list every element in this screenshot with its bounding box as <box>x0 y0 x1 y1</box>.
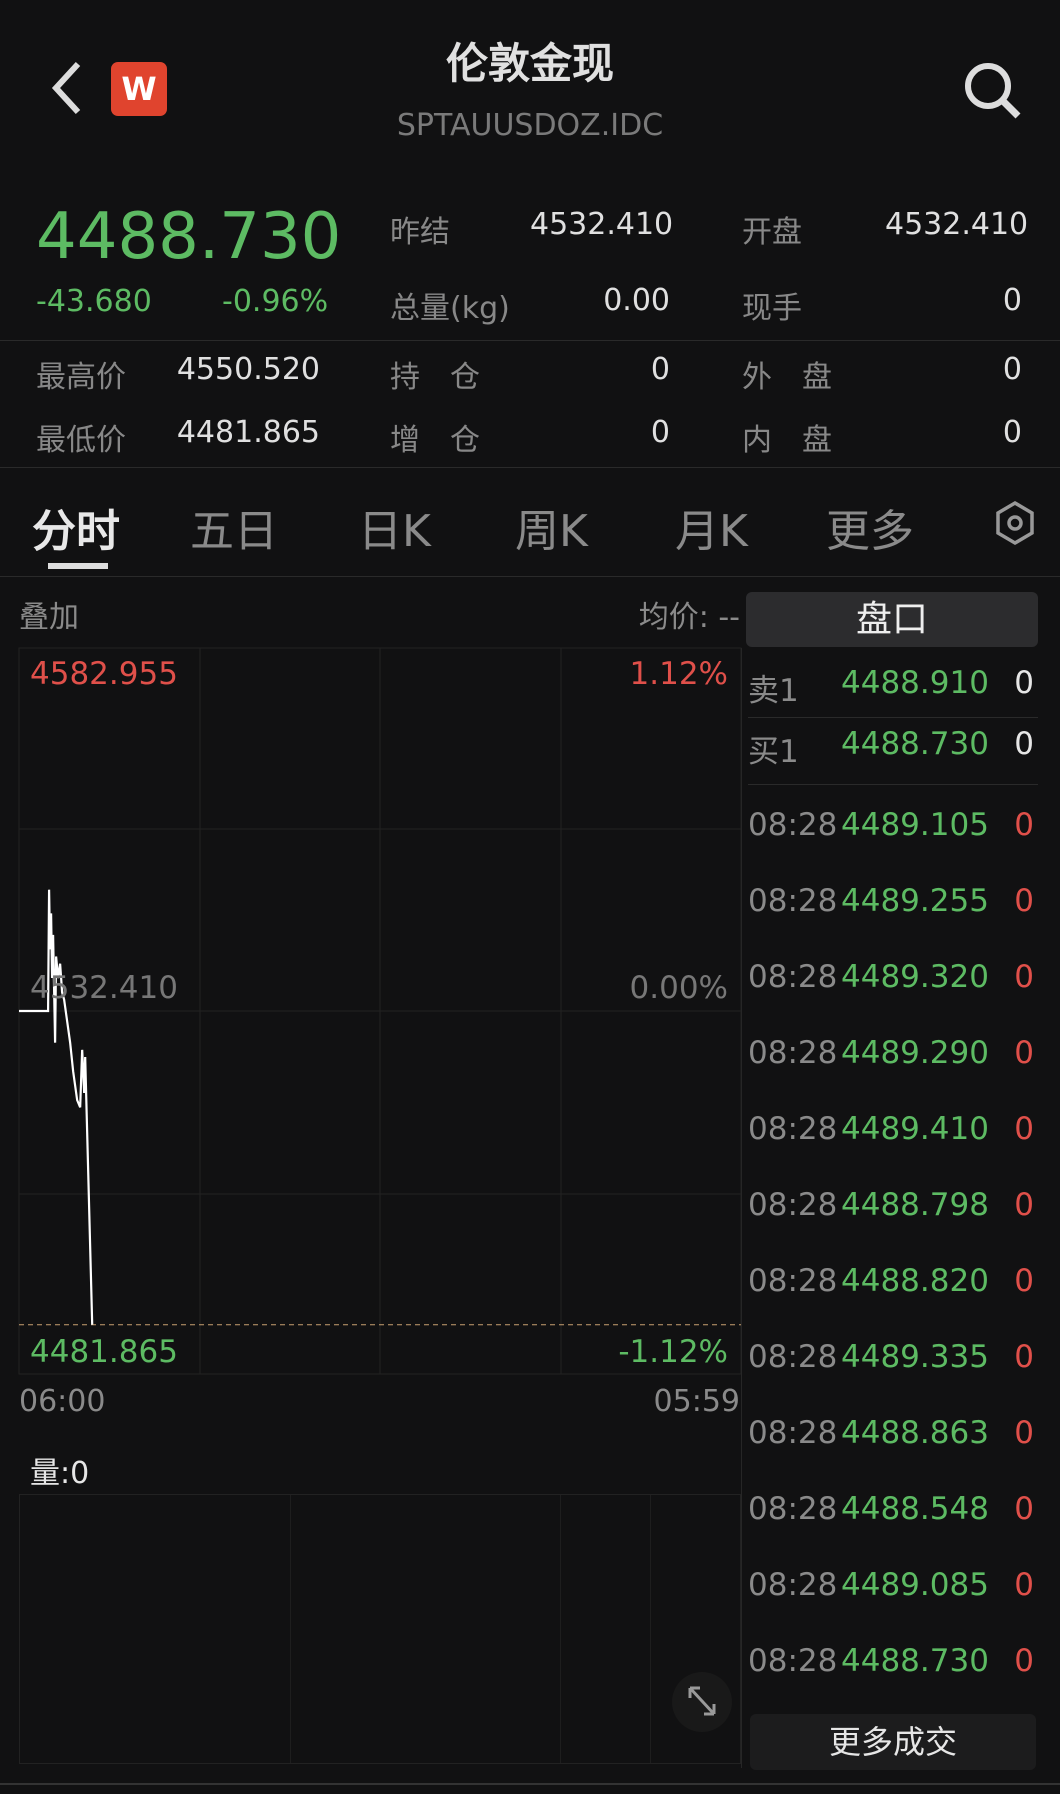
tab-0[interactable]: 分时 <box>32 506 120 557</box>
active-tab-indicator <box>48 563 108 569</box>
last-price: 4488.730 <box>36 200 342 274</box>
symbol-code: SPTAUUSDOZ.IDC <box>396 108 664 143</box>
divider <box>0 467 1060 468</box>
divider <box>0 576 1060 577</box>
volume-chart <box>19 1494 741 1764</box>
stat-label: 内 盘 <box>742 423 832 458</box>
stat-value: 0 <box>1002 415 1022 450</box>
trade-row: 08:28 4488.548 0 <box>748 1491 1034 1527</box>
intraday-chart: 4582.955 1.12% 4532.410 0.00% 4481.865 -1.12% <box>18 647 742 1375</box>
x-tick-end: 05:59 <box>653 1384 740 1419</box>
trade-row: 08:28 4489.335 0 <box>748 1339 1034 1375</box>
stat-label: 外 盘 <box>742 360 832 395</box>
price-change-pct: -0.96% <box>222 284 329 319</box>
trade-row: 08:28 4489.085 0 <box>748 1567 1034 1603</box>
pct-tick-label: 1.12% <box>630 656 728 692</box>
stat-value: 4550.520 <box>176 352 320 387</box>
orderbook-tab[interactable]: 盘口 <box>746 592 1038 647</box>
stat-label: 昨结 <box>390 215 450 250</box>
volume-label: 量:0 <box>30 1456 90 1491</box>
trade-row: 08:28 4489.410 0 <box>748 1111 1034 1147</box>
trade-row: 08:28 4489.105 0 <box>748 807 1034 843</box>
stat-value: 4532.410 <box>530 207 674 242</box>
tab-1[interactable]: 五日 <box>190 506 278 557</box>
price-line <box>19 889 94 1325</box>
pct-tick-label: -1.12% <box>618 1334 728 1370</box>
y-tick-label: 4481.865 <box>30 1334 178 1370</box>
tab-2[interactable]: 日K <box>358 506 431 557</box>
stat-value: 4532.410 <box>885 207 1029 242</box>
settings-icon[interactable] <box>995 500 1035 546</box>
stat-label: 增 仓 <box>390 423 480 458</box>
stat-label: 最高价 <box>36 360 126 395</box>
stat-label: 开盘 <box>742 215 802 250</box>
trade-row: 08:28 4489.320 0 <box>748 959 1034 995</box>
avg-price-label: 均价: -- <box>638 600 740 635</box>
orderbook-row: 买1 4488.730 0 <box>748 726 1034 770</box>
overlay-button[interactable]: 叠加 <box>19 600 79 635</box>
tab-3[interactable]: 周K <box>515 506 588 557</box>
tab-4[interactable]: 月K <box>675 506 748 557</box>
expand-icon <box>688 1686 716 1716</box>
stat-label: 总量(kg) <box>390 291 510 326</box>
orderbook-row: 卖1 4488.910 0 <box>748 665 1034 709</box>
divider <box>0 340 1060 341</box>
stat-value: 0.00 <box>603 283 670 318</box>
x-tick-start: 06:00 <box>19 1384 106 1419</box>
stat-value: 0 <box>650 352 670 387</box>
y-tick-label: 4582.955 <box>30 656 178 692</box>
more-trades-button[interactable]: 更多成交 <box>750 1714 1036 1770</box>
stat-value: 4481.865 <box>176 415 320 450</box>
stat-value: 0 <box>1002 352 1022 387</box>
pct-tick-label: 0.00% <box>630 970 728 1006</box>
y-tick-label: 4532.410 <box>30 970 178 1006</box>
trade-row: 08:28 4489.290 0 <box>748 1035 1034 1071</box>
trade-row: 08:28 4488.798 0 <box>748 1187 1034 1223</box>
expand-button[interactable] <box>672 1672 732 1732</box>
logo: W <box>111 62 167 116</box>
trade-row: 08:28 4488.820 0 <box>748 1263 1034 1299</box>
stat-value: 0 <box>650 415 670 450</box>
stat-label: 现手 <box>742 291 802 326</box>
back-icon[interactable] <box>48 58 88 118</box>
price-change: -43.680 <box>36 284 152 319</box>
stat-value: 0 <box>1002 283 1022 318</box>
search-icon[interactable] <box>960 58 1024 122</box>
page-title: 伦敦金现 <box>445 39 614 88</box>
tab-5[interactable]: 更多 <box>826 506 914 557</box>
stat-label: 持 仓 <box>390 360 480 395</box>
trade-row: 08:28 4488.863 0 <box>748 1415 1034 1451</box>
trade-row: 08:28 4488.730 0 <box>748 1643 1034 1679</box>
trade-row: 08:28 4489.255 0 <box>748 883 1034 919</box>
stat-label: 最低价 <box>36 423 126 458</box>
